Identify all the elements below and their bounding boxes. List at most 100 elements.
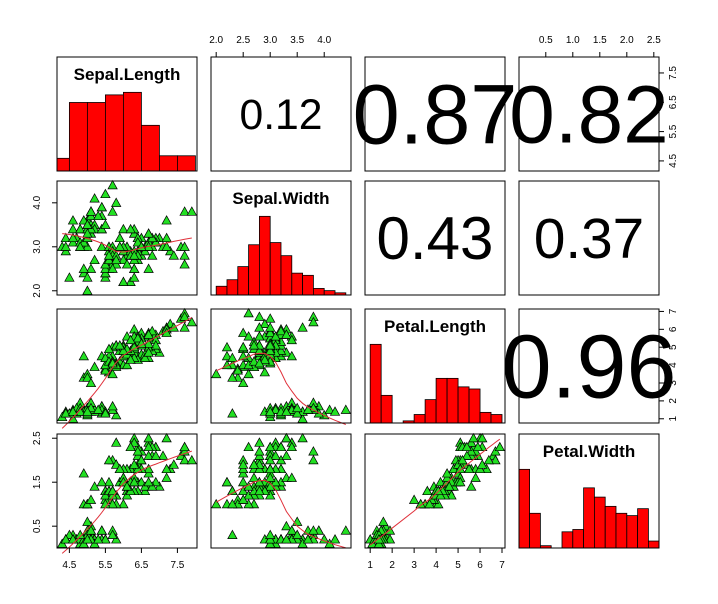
scatter-point <box>60 408 71 418</box>
scatter-point <box>340 404 352 414</box>
scatter-point <box>302 404 314 414</box>
scatter-point <box>118 498 129 509</box>
scatter-point <box>490 454 501 465</box>
axis-tick-label: 3.0 <box>263 35 277 46</box>
scatter-point <box>85 206 97 216</box>
scatter-point <box>78 263 89 273</box>
histogram-bar <box>479 411 492 424</box>
scatter-point <box>60 534 71 544</box>
scatter-point <box>483 454 495 465</box>
scatter-point <box>221 350 233 361</box>
scatter-point <box>60 232 71 243</box>
scatter-point <box>150 340 162 350</box>
scatter-point <box>259 366 270 377</box>
variable-name-label: Sepal.Width <box>232 189 329 208</box>
scatter-point <box>227 352 238 362</box>
scatter-point <box>92 534 104 544</box>
scatter-point <box>468 432 479 443</box>
scatter-point <box>265 313 276 323</box>
scatter-point <box>67 232 79 243</box>
variable-name-label: Petal.Width <box>543 442 635 461</box>
scatter-point <box>265 327 276 337</box>
scatter-point <box>324 404 335 414</box>
scatter-point <box>100 365 111 375</box>
scatter-point <box>96 476 107 487</box>
variable-name-label: Petal.Length <box>384 317 486 336</box>
scatter-point <box>210 498 222 509</box>
scatter-point <box>82 372 93 382</box>
scatter-point <box>67 406 79 416</box>
panel-petal-width-vs-petal-length <box>364 432 506 549</box>
scatter-point <box>92 210 104 221</box>
scatter-point <box>259 318 270 328</box>
scatter-point <box>286 472 297 482</box>
scatter-point <box>254 485 265 496</box>
scatter-point <box>179 241 190 251</box>
axis-tick-label: 4.5 <box>62 560 76 571</box>
histogram-bar <box>237 266 249 296</box>
scatter-point <box>470 472 481 482</box>
panel-sepal-width-vs-petal-length: 0.43 <box>364 180 506 296</box>
scatter-point <box>136 338 147 348</box>
scatter-point <box>466 481 477 491</box>
scatter-point <box>186 206 198 216</box>
panel-border <box>56 56 198 172</box>
scatter-point <box>221 341 233 352</box>
scatter-point <box>275 345 287 355</box>
histogram-bar <box>86 102 106 172</box>
scatter-point <box>161 215 172 225</box>
histogram-bar <box>280 255 293 296</box>
scatter-point <box>107 400 118 411</box>
scatter-point <box>254 311 265 321</box>
panel-border <box>210 180 352 296</box>
scatter-point <box>129 476 140 487</box>
panel-border <box>210 308 352 424</box>
scatter-point <box>281 534 292 544</box>
histogram-bar <box>457 386 470 424</box>
scatter-point <box>111 197 122 207</box>
axis-tick-label: 2 <box>668 398 679 404</box>
lowess-smooth-line <box>61 317 193 429</box>
scatter-point <box>308 402 319 413</box>
panel-petal-length-vs-petal-length: Petal.Length <box>364 308 506 424</box>
histogram-bar <box>518 468 530 549</box>
axis-tick-label: 2.5 <box>236 35 250 46</box>
scatter-point <box>143 476 154 487</box>
axis-tick-label: 6 <box>668 326 679 332</box>
scatter-point <box>60 241 71 251</box>
scatter-point <box>82 285 93 295</box>
scatter-point <box>129 263 140 273</box>
axis-tick-label: 5 <box>455 560 461 571</box>
histogram-bar <box>446 377 459 424</box>
scatter-point <box>129 272 140 282</box>
scatter-point <box>384 534 396 544</box>
axis-tick-label: 1.0 <box>566 35 580 46</box>
scatter-point <box>457 454 468 465</box>
histogram-bar <box>159 155 178 172</box>
correlation-value: 0.43 <box>377 205 494 272</box>
scatter-point <box>114 340 125 350</box>
scatter-point <box>254 476 265 487</box>
scatter-point <box>168 459 180 469</box>
scatter-point <box>186 316 198 327</box>
scatter-point <box>270 404 281 414</box>
scatter-point <box>103 250 115 260</box>
axis-tick-label: 2 <box>389 560 395 571</box>
scatter-point <box>286 334 297 345</box>
axis-tick-label: 7.5 <box>170 560 184 571</box>
scatter-point <box>125 334 136 345</box>
panel-border <box>364 308 506 424</box>
axis-tick-label: 1 <box>367 560 373 571</box>
scatter-point <box>89 193 100 203</box>
scatter-point <box>444 481 455 491</box>
histogram-bar <box>490 414 503 424</box>
scatter-point <box>111 409 122 420</box>
scatter-point <box>270 450 281 460</box>
scatter-point <box>179 454 190 465</box>
scatter-point <box>92 404 104 414</box>
scatter-point <box>243 368 254 379</box>
histogram-bar <box>122 91 142 172</box>
scatter-point <box>161 241 172 251</box>
scatter-point <box>89 254 100 265</box>
